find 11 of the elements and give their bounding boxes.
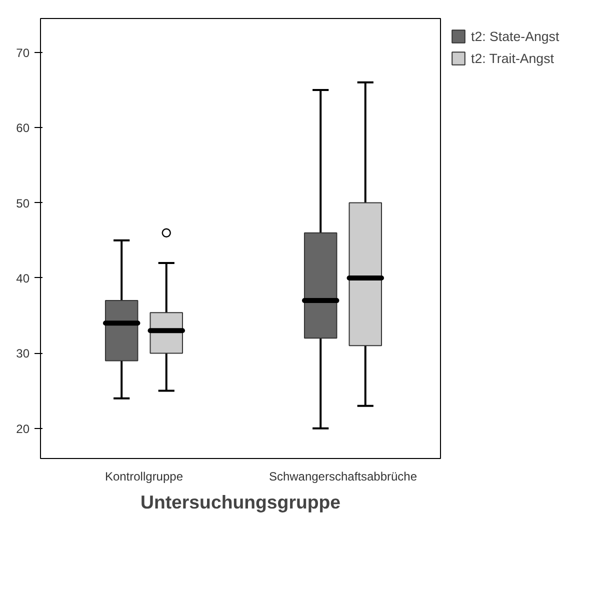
- x-axis-title: Untersuchungsgruppe: [140, 492, 341, 512]
- y-tick-label: 50: [16, 196, 30, 210]
- y-tick-label: 30: [16, 346, 30, 361]
- y-tick-label: 40: [16, 271, 30, 286]
- x-tick-label: Kontrollgruppe: [104, 470, 184, 484]
- legend-label: t2: Trait-Angst: [471, 50, 554, 66]
- legend-label: t2: State-Angst: [471, 28, 560, 44]
- y-tick-label: 60: [16, 121, 30, 136]
- y-tick-label: 20: [16, 422, 30, 436]
- x-tick-label: Schwangerschaftsabbrüche: [268, 470, 418, 484]
- y-tick-label: 70: [16, 46, 30, 60]
